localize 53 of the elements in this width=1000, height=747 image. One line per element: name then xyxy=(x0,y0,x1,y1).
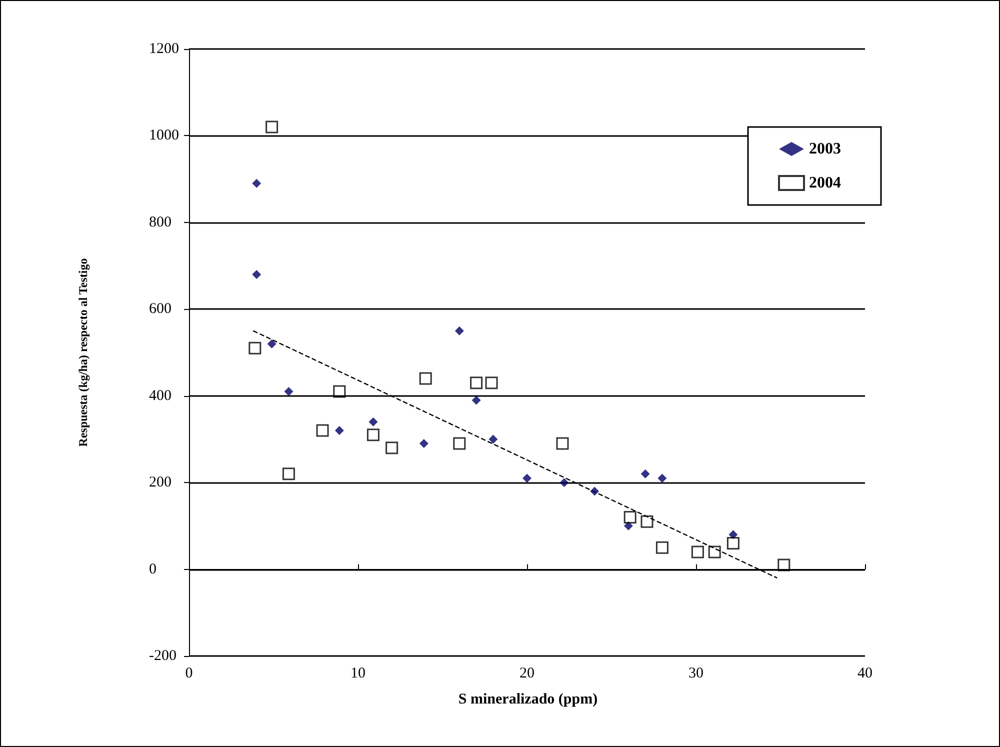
point xyxy=(726,537,740,550)
point xyxy=(419,372,432,385)
point xyxy=(368,417,378,426)
point xyxy=(778,558,790,572)
point xyxy=(624,511,636,524)
point xyxy=(252,270,262,279)
point xyxy=(316,424,329,437)
point xyxy=(333,385,346,398)
y-tick-label: -200 xyxy=(149,648,176,664)
y-tick-label: 800 xyxy=(149,214,172,230)
x-tick-label: 20 xyxy=(520,666,534,682)
point xyxy=(640,469,650,478)
point xyxy=(556,437,569,450)
point xyxy=(708,546,721,558)
y-tick-label: 600 xyxy=(149,301,172,318)
point xyxy=(658,474,667,483)
point xyxy=(560,478,569,488)
point xyxy=(624,521,633,530)
point xyxy=(282,468,295,480)
point xyxy=(386,442,398,454)
y-tick-label: 0 xyxy=(149,561,156,578)
point xyxy=(454,326,464,336)
point xyxy=(453,437,466,450)
point xyxy=(248,342,262,354)
point xyxy=(334,426,344,436)
x-tick-label: 0 xyxy=(185,666,193,682)
point xyxy=(470,376,483,390)
point xyxy=(472,396,481,405)
y-tick-label: 400 xyxy=(149,388,172,404)
point xyxy=(485,376,498,390)
y-tick-label: 1200 xyxy=(149,41,179,57)
x-tick-label: 40 xyxy=(858,666,872,682)
x-tick-label: 30 xyxy=(688,666,704,682)
point xyxy=(366,428,380,442)
point xyxy=(266,120,278,134)
point xyxy=(590,486,600,496)
x-axis-title: S mineralizado (ppm) xyxy=(458,692,598,708)
point xyxy=(640,515,654,528)
point xyxy=(267,339,276,348)
point xyxy=(419,439,428,448)
point xyxy=(284,387,294,396)
point xyxy=(488,434,498,444)
x-tick-label: 10 xyxy=(350,666,366,682)
legend-label: 2003 xyxy=(809,140,841,158)
legend-label: 2004 xyxy=(809,174,841,192)
y-axis-title: Respuesta (kg/ha) respecto al Testigo xyxy=(76,258,90,447)
point xyxy=(691,546,704,558)
point xyxy=(656,541,668,554)
point xyxy=(728,530,738,540)
y-tick-label: 200 xyxy=(149,474,172,491)
y-tick-label: 1000 xyxy=(149,128,179,144)
point xyxy=(522,474,532,483)
point xyxy=(252,178,262,188)
